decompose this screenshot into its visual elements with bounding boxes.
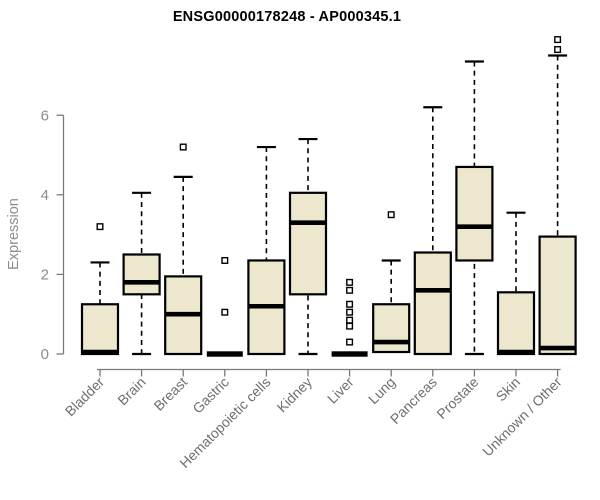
box-unknown-other [538, 235, 577, 356]
outlier-point-liver [346, 316, 354, 324]
box-prostate [455, 165, 494, 262]
outlier-point-gastric [221, 256, 229, 264]
x-category-label-breast: Breast [150, 374, 190, 414]
outlier-point-breast [179, 143, 187, 151]
box-bladder [80, 303, 120, 356]
y-tick-label: 6 [41, 107, 49, 124]
y-tick-label: 2 [41, 267, 49, 284]
x-category-label-skin: Skin [493, 374, 524, 405]
x-category-label-unknown-other: Unknown / Other [479, 374, 565, 460]
box-pancreas [413, 251, 452, 356]
x-category-label-liver: Liver [324, 374, 357, 407]
outlier-point-unknown-other [554, 36, 562, 44]
x-category-label-prostate: Prostate [433, 374, 481, 422]
box-skin [496, 291, 536, 356]
x-category-label-brain: Brain [114, 374, 148, 408]
outlier-point-lung [387, 211, 395, 219]
x-category-label-bladder: Bladder [62, 374, 108, 420]
chart-title: ENSG00000178248 - AP000345.1 [172, 9, 402, 25]
outlier-point-liver [346, 338, 354, 346]
boxplot-flat-bar-gastric [206, 351, 243, 357]
y-tick-label: 4 [41, 187, 49, 204]
outlier-point-liver [346, 308, 354, 316]
x-category-label-kidney: Kidney [274, 374, 316, 416]
outlier-point-unknown-other [554, 46, 562, 54]
boxplot-flat-bar-liver [331, 351, 368, 357]
y-tick-label: 0 [41, 346, 49, 363]
outlier-point-liver [346, 322, 354, 330]
box-lung [372, 303, 411, 354]
box-brain [122, 253, 161, 296]
outlier-point-liver [346, 278, 354, 286]
outlier-point-liver [346, 286, 354, 294]
x-category-label-lung: Lung [365, 374, 398, 407]
outlier-point-liver [346, 300, 354, 308]
y-axis-label: Expression [6, 198, 22, 270]
outlier-point-gastric [221, 308, 229, 316]
box-kidney [288, 191, 328, 296]
outlier-point-bladder [96, 223, 104, 231]
